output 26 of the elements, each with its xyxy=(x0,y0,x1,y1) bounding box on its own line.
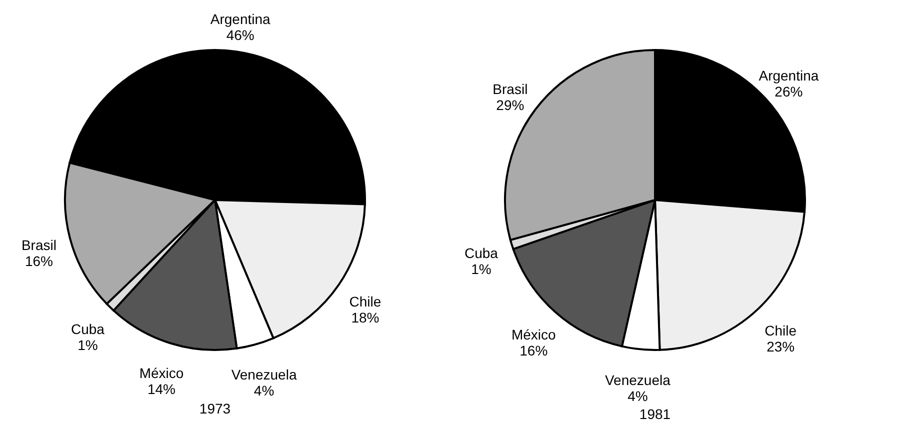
data-label: 1% xyxy=(471,261,492,278)
slice-label: Brasil xyxy=(492,80,528,97)
data-label: 16% xyxy=(520,342,548,359)
text: 1981 xyxy=(639,406,671,422)
data-label: 16% xyxy=(24,253,53,270)
slice-label: Brasil xyxy=(21,237,56,254)
slice-label: Cuba xyxy=(70,321,105,338)
data-label: 18% xyxy=(351,310,380,326)
slice-label: México xyxy=(511,326,556,343)
data-label: 4% xyxy=(628,388,648,404)
slice-label: Chile xyxy=(764,322,797,339)
data-label: 14% xyxy=(147,380,176,397)
data-label: 26% xyxy=(774,84,803,100)
slice-label: Argentina xyxy=(758,68,819,84)
slice-label: Chile xyxy=(349,294,382,310)
data-label: 4% xyxy=(254,382,274,398)
data-label: 29% xyxy=(496,96,524,113)
slice-label: Venezuela xyxy=(604,372,671,388)
slice-label: México xyxy=(139,364,184,381)
slice-label: Venezuela xyxy=(231,366,297,382)
data-label: 1% xyxy=(78,337,98,354)
text: 1973 xyxy=(199,400,231,416)
data-label: 23% xyxy=(766,338,795,355)
slice-label: Argentina xyxy=(210,10,271,27)
data-label: 46% xyxy=(226,26,254,43)
slice-label: Cuba xyxy=(464,245,498,262)
